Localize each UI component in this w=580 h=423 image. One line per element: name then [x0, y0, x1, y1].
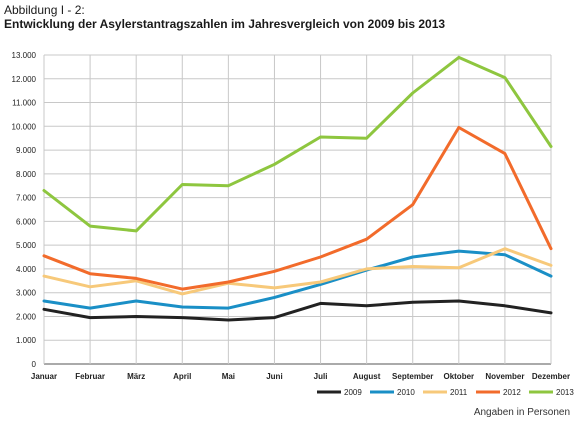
- y-tick-label: 0: [32, 360, 37, 369]
- legend-label-2011: 2011: [450, 388, 468, 397]
- x-tick-label: Februar: [75, 372, 105, 381]
- y-tick-label: 10.000: [12, 122, 37, 131]
- x-tick-label: Juli: [314, 372, 328, 381]
- x-tick-label: Oktober: [443, 372, 474, 381]
- series-line-2009: [42, 299, 553, 322]
- units-note: Angaben in Personen: [473, 407, 570, 418]
- legend-label-2009: 2009: [344, 388, 362, 397]
- y-tick-label: 3.000: [16, 289, 37, 298]
- x-tick-label: Dezember: [532, 372, 570, 381]
- y-tick-label: 12.000: [12, 75, 37, 84]
- x-tick-label: April: [173, 372, 191, 381]
- y-tick-label: 5.000: [16, 241, 37, 250]
- x-tick-label: Januar: [31, 372, 57, 381]
- y-tick-label: 4.000: [16, 265, 37, 274]
- x-tick-label: November: [485, 372, 524, 381]
- y-tick-label: 7.000: [16, 194, 37, 203]
- y-tick-label: 6.000: [16, 217, 37, 226]
- legend-label-2012: 2012: [503, 388, 521, 397]
- x-tick-label: Mai: [222, 372, 235, 381]
- y-tick-label: 11.000: [12, 99, 36, 108]
- figure-header: Abbildung I - 2: Entwicklung der Asylers…: [4, 3, 445, 32]
- x-tick-label: März: [127, 372, 145, 381]
- chart-title: Entwicklung der Asylerstantragszahlen im…: [4, 17, 446, 31]
- series-line-2012: [42, 126, 553, 291]
- y-tick-label: 1.000: [16, 336, 37, 345]
- x-tick-label: Juni: [266, 372, 282, 381]
- x-tick-label: August: [353, 372, 381, 381]
- legend-label-2010: 2010: [397, 388, 415, 397]
- figure-label: Abbildung I - 2:: [4, 3, 85, 17]
- y-tick-label: 9.000: [16, 146, 37, 155]
- legend-label-2013: 2013: [556, 388, 574, 397]
- series-line-2013: [42, 55, 553, 233]
- y-tick-label: 2.000: [16, 312, 37, 321]
- series-line-2010: [42, 249, 553, 310]
- series-line-2011: [42, 247, 553, 296]
- x-tick-label: September: [392, 372, 433, 381]
- y-tick-label: 13.000: [12, 51, 37, 60]
- y-tick-label: 8.000: [16, 170, 37, 179]
